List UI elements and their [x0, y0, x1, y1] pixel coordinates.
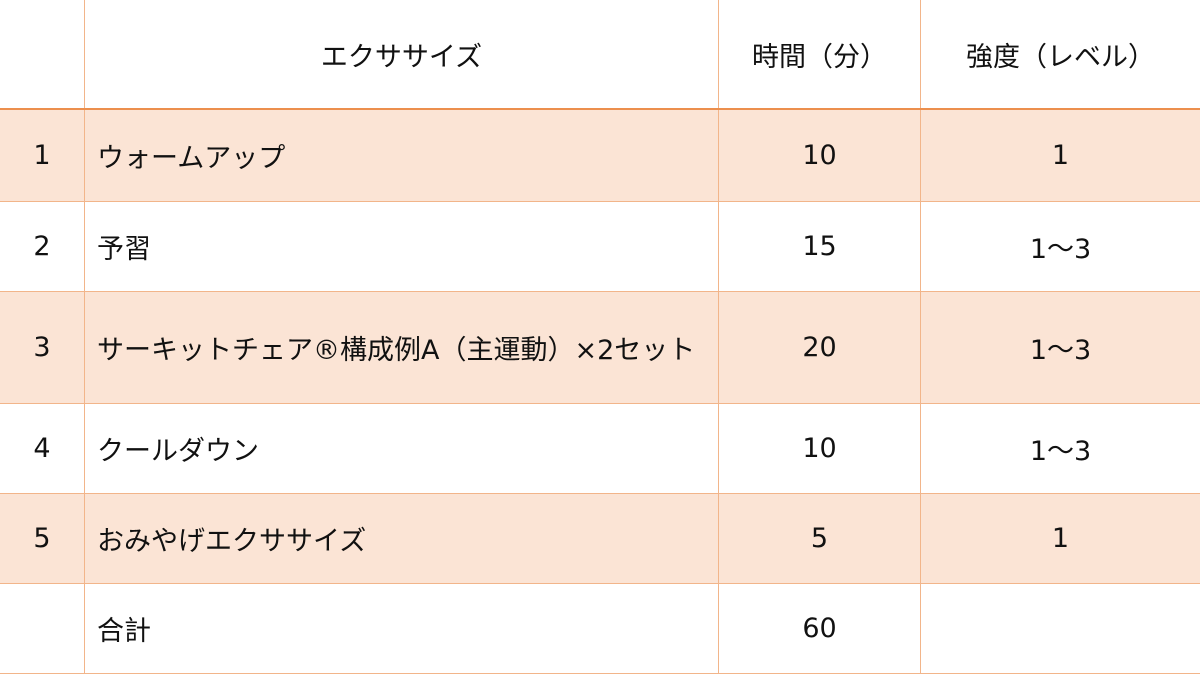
row-index [0, 583, 85, 674]
row-intensity: 1〜3 [920, 201, 1200, 292]
row-intensity: 1〜3 [920, 291, 1200, 404]
row-index: 2 [0, 201, 85, 292]
row-time: 20 [718, 291, 921, 404]
total-row: 合計 60 [0, 583, 1200, 674]
row-intensity: 1 [920, 108, 1200, 202]
header-exercise: エクササイズ [84, 0, 719, 110]
row-index: 4 [0, 403, 85, 494]
row-exercise: おみやげエクササイズ [84, 493, 719, 584]
header-index [0, 0, 85, 110]
row-exercise: クールダウン [84, 403, 719, 494]
table-row: 1 ウォームアップ 10 1 [0, 108, 1200, 202]
total-label: 合計 [84, 583, 719, 674]
row-time: 10 [718, 403, 921, 494]
row-time: 5 [718, 493, 921, 584]
row-intensity: 1〜3 [920, 403, 1200, 494]
row-exercise: 予習 [84, 201, 719, 292]
total-time: 60 [718, 583, 921, 674]
table-row: 4 クールダウン 10 1〜3 [0, 403, 1200, 494]
table-row: 2 予習 15 1〜3 [0, 201, 1200, 292]
header-row: エクササイズ 時間（分） 強度（レベル） [0, 0, 1200, 110]
row-index: 5 [0, 493, 85, 584]
header-intensity: 強度（レベル） [920, 0, 1200, 110]
total-intensity [920, 583, 1200, 674]
row-index: 1 [0, 108, 85, 202]
header-time: 時間（分） [718, 0, 921, 110]
row-intensity: 1 [920, 493, 1200, 584]
row-time: 15 [718, 201, 921, 292]
row-time: 10 [718, 108, 921, 202]
table-row: 3 サーキットチェア®構成例A（主運動）×2セット 20 1〜3 [0, 291, 1200, 404]
row-exercise: サーキットチェア®構成例A（主運動）×2セット [84, 291, 719, 404]
table-row: 5 おみやげエクササイズ 5 1 [0, 493, 1200, 584]
row-exercise: ウォームアップ [84, 108, 719, 202]
row-index: 3 [0, 291, 85, 404]
